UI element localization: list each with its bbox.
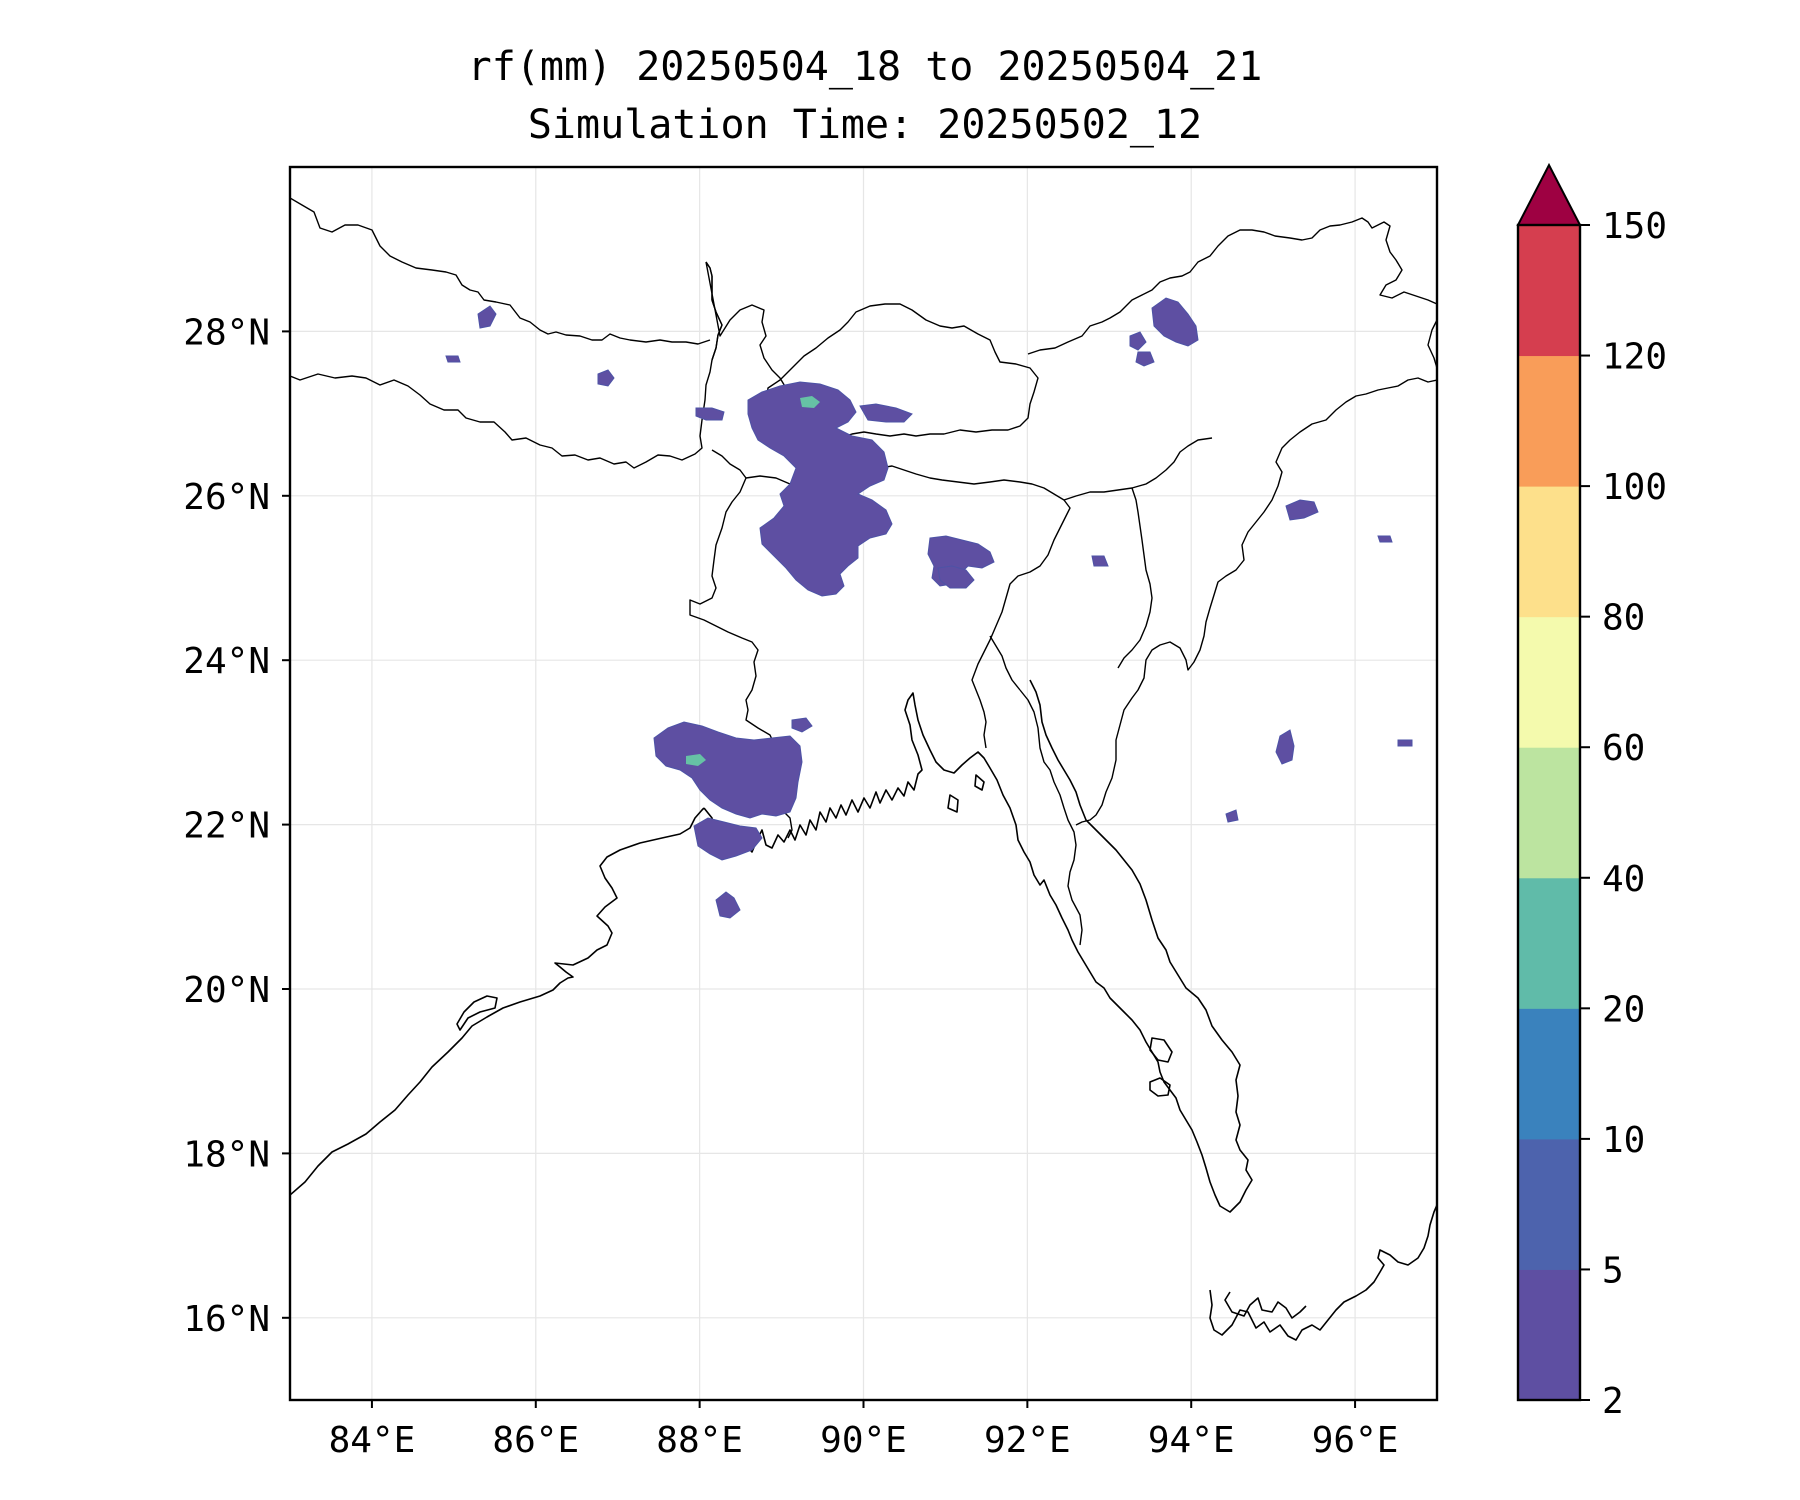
colorbar-ticks: 2 5 10 20 40 60 80 100 120 150 xyxy=(1580,206,1667,1422)
lat-tick-label: 16°N xyxy=(183,1299,270,1340)
rain-area-myanmar-2 xyxy=(1397,739,1413,747)
lat-tick-label: 24°N xyxy=(183,641,270,682)
rain-area-bihar xyxy=(695,407,725,421)
rain-area-bhutan-east xyxy=(859,403,913,423)
rain-area-arunachal xyxy=(1151,297,1199,347)
rain-area-nepal-1 xyxy=(477,305,497,329)
colorbar-segment xyxy=(1518,355,1580,487)
colorbar-tick-label: 100 xyxy=(1602,467,1667,508)
colorbar: 2 5 10 20 40 60 80 100 120 150 xyxy=(1516,162,1667,1422)
lon-tick-label: 92°E xyxy=(984,1420,1071,1461)
colorbar-tick-label: 10 xyxy=(1602,1120,1645,1161)
rain-area-bangladesh-east xyxy=(791,717,813,733)
colorbar-tick-label: 2 xyxy=(1602,1381,1624,1422)
colorbar-segment xyxy=(1518,225,1580,357)
border-nagaland-manipur xyxy=(1117,487,1153,669)
rain-area-bay-offshore xyxy=(693,817,763,861)
rain-peak-sikkim xyxy=(800,396,820,408)
rain-area-nepal-2 xyxy=(597,369,615,387)
colorbar-segment xyxy=(1518,747,1580,879)
island-hatiya xyxy=(947,794,959,813)
coastline-bengal-delta xyxy=(703,679,1253,1213)
island-ramree xyxy=(1149,1037,1173,1063)
gridlines xyxy=(290,167,1437,1400)
island-bhola xyxy=(974,774,985,791)
border-india-myanmar-north xyxy=(1075,377,1437,826)
colorbar-segment xyxy=(1518,1138,1580,1270)
rain-area-bangladesh-west xyxy=(653,721,803,819)
border-sikkim-east xyxy=(705,261,787,396)
rain-area-bay-south xyxy=(715,891,741,919)
island-cheduba xyxy=(1149,1077,1171,1097)
border-meghalaya-assam xyxy=(1063,437,1213,501)
title-line-1: rf(mm) 20250504_18 to 20250504_21 xyxy=(467,44,1263,90)
colorbar-tick-label: 80 xyxy=(1602,598,1645,639)
rain-area-arunachal-3 xyxy=(1135,351,1155,367)
coastline-chilika xyxy=(456,995,498,1031)
lon-tick-label: 96°E xyxy=(1312,1420,1399,1461)
coastline-myanmar-south xyxy=(1209,1204,1437,1341)
lat-tick-label: 20°N xyxy=(183,970,270,1011)
colorbar-tick-label: 5 xyxy=(1602,1250,1624,1291)
border-nepal-india xyxy=(290,359,713,469)
colorbar-segments xyxy=(1518,225,1580,1401)
lat-tick-label: 28°N xyxy=(183,312,270,353)
coastline-ayeyarwady xyxy=(1224,1291,1307,1319)
border-tripura xyxy=(989,635,1021,691)
rain-area-arunachal-2 xyxy=(1129,331,1147,351)
lon-tick-label: 94°E xyxy=(1148,1420,1235,1461)
lon-tick-label: 90°E xyxy=(820,1420,907,1461)
lat-tick-label: 26°N xyxy=(183,477,270,518)
rain-area-assam-east xyxy=(1285,499,1319,521)
rain-area-sikkim-bhutan xyxy=(747,381,893,597)
colorbar-segment xyxy=(1518,486,1580,618)
rain-peak-bengal xyxy=(686,754,706,766)
longitude-ticks: 84°E 86°E 88°E 90°E 92°E 94°E 96°E xyxy=(329,1400,1399,1461)
rain-area-myanmar-1 xyxy=(1225,809,1239,823)
border-nepal-china xyxy=(290,197,711,345)
lon-tick-label: 84°E xyxy=(329,1420,416,1461)
lon-tick-label: 86°E xyxy=(492,1420,579,1461)
coastline-india-east xyxy=(290,807,705,1196)
rain-area-manipur xyxy=(1275,729,1295,765)
colorbar-tick-label: 40 xyxy=(1602,859,1645,900)
colorbar-segment xyxy=(1518,616,1580,748)
rain-area-tripura xyxy=(1091,555,1109,567)
colorbar-tick-label: 60 xyxy=(1602,728,1645,769)
border-bangladesh-east xyxy=(1019,689,1083,946)
colorbar-segment xyxy=(1518,1269,1580,1401)
rain-area-meghalaya xyxy=(937,565,975,589)
colorbar-tick-label: 150 xyxy=(1602,206,1667,247)
lat-tick-label: 22°N xyxy=(183,806,270,847)
colorbar-frame xyxy=(1516,223,1582,1402)
rain-area-mizoram xyxy=(1377,535,1393,543)
lon-tick-label: 88°E xyxy=(656,1420,743,1461)
colorbar-extend-arrow xyxy=(1516,162,1582,226)
colorbar-segment xyxy=(1518,1008,1580,1140)
border-arunachal-china xyxy=(1027,217,1437,355)
colorbar-tick-label: 20 xyxy=(1602,989,1645,1030)
rainfall-layer xyxy=(445,297,1413,919)
latitude-ticks: 16°N 18°N 20°N 22°N 24°N 26°N 28°N xyxy=(183,312,290,1340)
rain-area-nepal-3 xyxy=(445,355,461,363)
lat-tick-label: 18°N xyxy=(183,1134,270,1175)
border-india-myanmar-east xyxy=(1427,319,1437,369)
title-line-2: Simulation Time: 20250502_12 xyxy=(527,102,1203,148)
colorbar-segment xyxy=(1518,877,1580,1009)
colorbar-tick-label: 120 xyxy=(1602,337,1667,378)
